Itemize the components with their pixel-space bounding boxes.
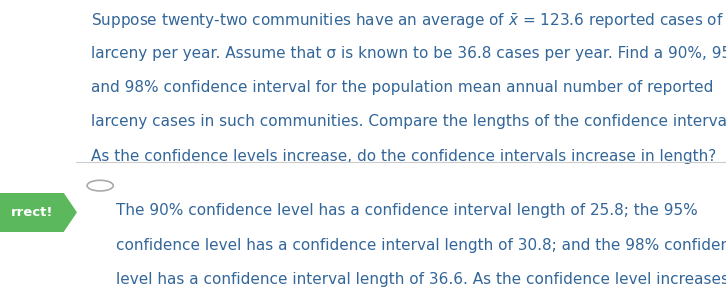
Text: rrect!: rrect! [11,206,53,219]
Text: and 98% confidence interval for the population mean annual number of reported: and 98% confidence interval for the popu… [91,80,713,95]
Polygon shape [64,193,77,232]
Text: The 90% confidence level has a confidence interval length of 25.8; the 95%: The 90% confidence level has a confidenc… [116,203,698,219]
Text: confidence level has a confidence interval length of 30.8; and the 98% confidenc: confidence level has a confidence interv… [116,238,726,253]
Text: level has a confidence interval length of 36.6. As the confidence level increase: level has a confidence interval length o… [116,272,726,287]
Text: larceny cases in such communities. Compare the lengths of the confidence interva: larceny cases in such communities. Compa… [91,114,726,129]
Text: larceny per year. Assume that σ is known to be 36.8 cases per year. Find a 90%, : larceny per year. Assume that σ is known… [91,46,726,61]
Text: As the confidence levels increase, do the confidence intervals increase in lengt: As the confidence levels increase, do th… [91,148,716,164]
Text: Suppose twenty-two communities have an average of $\bar{x}$ = 123.6 reported cas: Suppose twenty-two communities have an a… [91,12,724,31]
FancyBboxPatch shape [0,193,64,232]
